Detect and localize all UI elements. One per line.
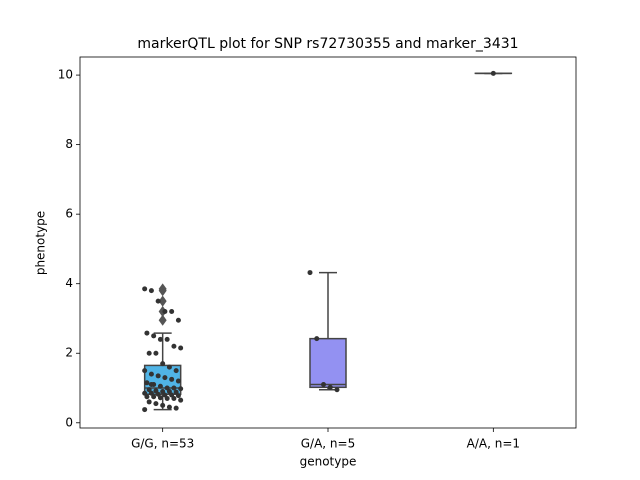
x-tick-label: G/A, n=5 bbox=[301, 437, 355, 451]
strip-point bbox=[173, 405, 179, 411]
strip-point bbox=[166, 404, 172, 410]
strip-point bbox=[175, 393, 181, 399]
strip-point bbox=[171, 385, 177, 391]
strip-point bbox=[148, 288, 154, 294]
y-tick-label: 0 bbox=[65, 415, 73, 429]
strip-point bbox=[162, 375, 168, 381]
strip-point bbox=[307, 270, 313, 276]
x-axis-label: genotype bbox=[300, 455, 357, 469]
strip-point bbox=[144, 394, 150, 400]
strip-point bbox=[178, 397, 184, 403]
strip-point bbox=[173, 368, 179, 374]
strip-point bbox=[321, 382, 326, 388]
strip-point bbox=[144, 380, 150, 386]
strip-point bbox=[142, 286, 148, 292]
strip-point bbox=[146, 350, 152, 356]
strip-point bbox=[142, 368, 148, 374]
y-tick-label: 2 bbox=[65, 346, 73, 360]
strip-point bbox=[164, 336, 170, 342]
strip-point bbox=[153, 350, 159, 356]
y-axis-label: phenotype bbox=[34, 211, 48, 275]
strip-point bbox=[157, 395, 163, 401]
y-tick-label: 10 bbox=[58, 68, 73, 82]
strip-point bbox=[148, 382, 154, 388]
flier bbox=[158, 314, 167, 326]
y-tick-label: 6 bbox=[65, 207, 73, 221]
strip-point bbox=[490, 70, 496, 76]
strip-point bbox=[334, 387, 340, 393]
strip-point bbox=[160, 361, 166, 367]
strip-point bbox=[169, 376, 175, 382]
strip-point bbox=[175, 378, 181, 384]
strip-point bbox=[178, 345, 184, 351]
strip-point bbox=[151, 333, 157, 339]
strip-point bbox=[155, 373, 161, 379]
strip-point bbox=[146, 399, 152, 405]
strip-point bbox=[314, 336, 320, 342]
strip-point bbox=[151, 394, 157, 400]
chart-title: markerQTL plot for SNP rs72730355 and ma… bbox=[137, 36, 518, 52]
strip-point bbox=[171, 343, 177, 349]
flier bbox=[158, 295, 167, 307]
y-tick-label: 4 bbox=[65, 276, 73, 290]
strip-point bbox=[162, 309, 168, 315]
strip-point bbox=[148, 371, 154, 377]
strip-point bbox=[157, 383, 163, 389]
strip-point bbox=[155, 298, 161, 304]
strip-point bbox=[157, 336, 163, 342]
y-tick-label: 8 bbox=[65, 137, 73, 151]
x-tick-label: A/A, n=1 bbox=[467, 437, 520, 451]
strip-point bbox=[153, 401, 159, 407]
strip-point bbox=[164, 395, 170, 401]
strip-point bbox=[169, 309, 175, 315]
strip-point bbox=[160, 402, 166, 408]
strip-point bbox=[166, 364, 172, 370]
x-tick-label: G/G, n=53 bbox=[131, 437, 194, 451]
box bbox=[309, 337, 347, 389]
strip-point bbox=[142, 407, 148, 413]
strip-point bbox=[178, 386, 184, 392]
strip-point bbox=[144, 330, 150, 336]
flier bbox=[158, 283, 167, 295]
strip-point bbox=[175, 317, 181, 323]
strip-point bbox=[171, 395, 177, 401]
strip-point bbox=[327, 384, 333, 390]
